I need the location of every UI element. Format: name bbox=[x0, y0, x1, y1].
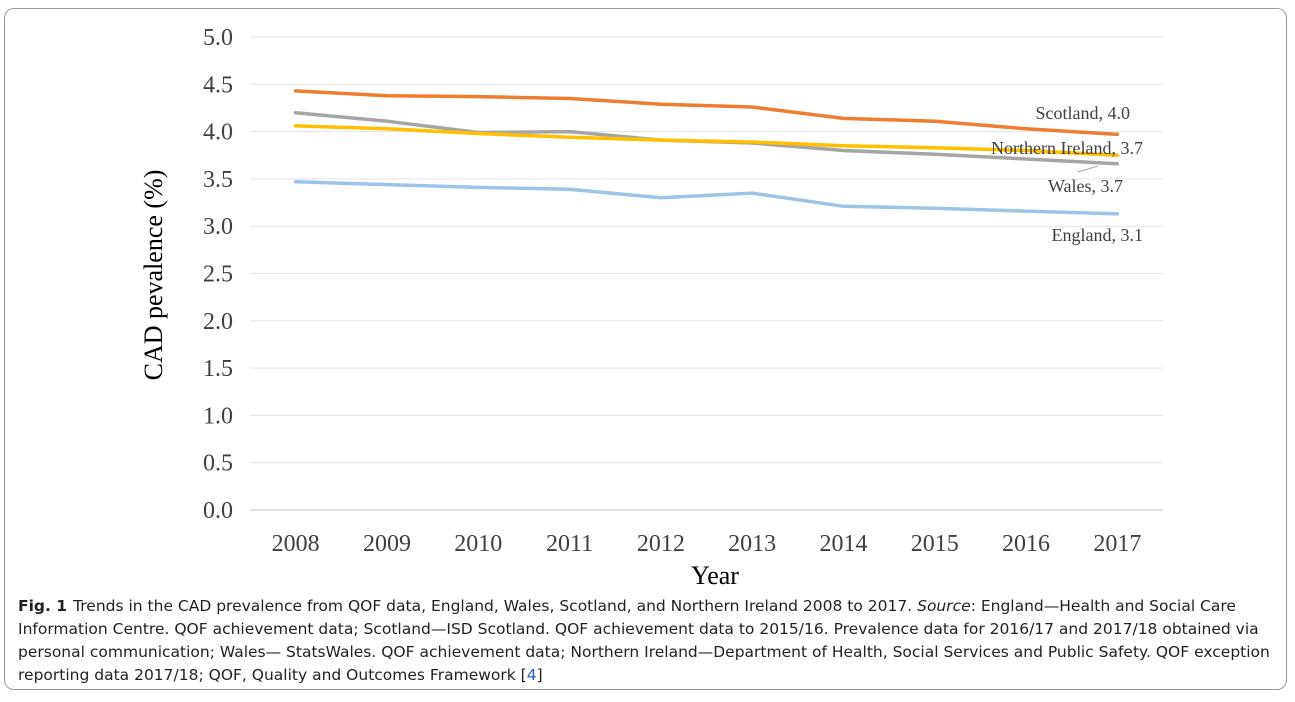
x-axis-title: Year bbox=[691, 561, 739, 590]
line-chart: 0.00.51.01.52.02.53.03.54.04.55.0 2008 20… bbox=[139, 25, 1163, 590]
x-tick-label: 2010 bbox=[454, 531, 502, 557]
series-line-northern-ireland bbox=[293, 124, 1120, 158]
x-tick-label: 2012 bbox=[637, 531, 685, 557]
x-tick-label: 2016 bbox=[1002, 531, 1050, 557]
series-lines bbox=[293, 89, 1120, 216]
y-tick-label: 0.5 bbox=[203, 451, 233, 477]
series-line-england bbox=[293, 179, 1120, 216]
series-label-england: England, 3.1 bbox=[1052, 225, 1144, 245]
ref-open: [ bbox=[520, 666, 527, 684]
series-end-labels: Scotland, 4.0 Northern Ireland, 3.7 Wales,… bbox=[991, 103, 1143, 245]
series-label-wales: Wales, 3.7 bbox=[1048, 176, 1123, 196]
wales-leader-line bbox=[1077, 165, 1099, 173]
series-label-scotland: Scotland, 4.0 bbox=[1036, 103, 1131, 123]
y-tick-label: 4.0 bbox=[203, 120, 233, 146]
figure-caption: Fig. 1 Trends in the CAD prevalence from … bbox=[18, 595, 1273, 687]
figure-label: Fig. 1 bbox=[18, 597, 68, 615]
y-tick-label: 3.5 bbox=[203, 167, 233, 193]
x-tick-label: 2011 bbox=[546, 531, 593, 557]
caption-source-word: Source bbox=[917, 597, 971, 615]
ref-close: ] bbox=[536, 666, 543, 684]
caption-text: Trends in the CAD prevalence from QOF da… bbox=[73, 597, 918, 615]
caption-source-text: : England—Health and Social Care Informa… bbox=[18, 597, 1270, 684]
grid-lines bbox=[250, 36, 1163, 511]
y-tick-label: 3.0 bbox=[203, 214, 233, 240]
x-tick-label: 2017 bbox=[1093, 531, 1141, 557]
y-tick-label: 2.5 bbox=[203, 262, 233, 288]
x-tick-label: 2008 bbox=[272, 531, 320, 557]
y-axis-title: CAD pevalence (%) bbox=[139, 170, 168, 381]
x-tick-label: 2013 bbox=[728, 531, 776, 557]
x-tick-label: 2009 bbox=[363, 531, 411, 557]
series-label-northern-ireland: Northern Ireland, 3.7 bbox=[991, 138, 1143, 158]
y-tick-label: 2.0 bbox=[203, 309, 233, 335]
y-tick-label: 1.0 bbox=[203, 403, 233, 429]
x-tick-label: 2014 bbox=[819, 531, 867, 557]
reference-link[interactable]: 4 bbox=[526, 666, 537, 684]
y-tick-labels: 0.0 0.5 1.0 1.5 2.0 2.5 3.0 3.5 4.0 4.5 5.0 bbox=[203, 25, 233, 524]
y-tick-label: 0.0 bbox=[203, 498, 233, 524]
y-tick-label: 1.5 bbox=[203, 356, 233, 382]
x-tick-labels: 2008 2009 2010 2011 2012 2013 2014 2015 2016 2017 bbox=[272, 531, 1142, 557]
figure-frame bbox=[4, 8, 1287, 690]
y-tick-label: 5.0 bbox=[203, 25, 233, 51]
x-tick-label: 2015 bbox=[911, 531, 959, 557]
y-tick-label: 4.5 bbox=[203, 72, 233, 98]
series-line-scotland bbox=[293, 89, 1120, 137]
